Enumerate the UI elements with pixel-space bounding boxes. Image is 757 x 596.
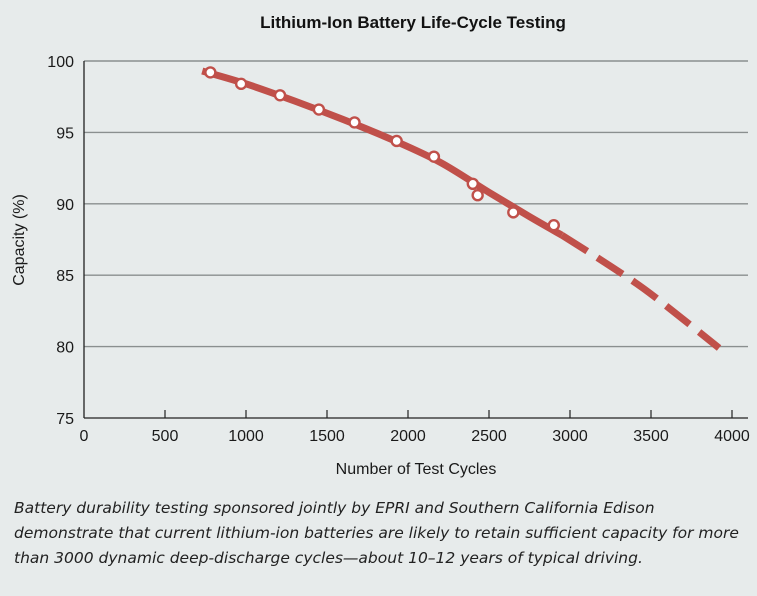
capacity-chart: Lithium-Ion Battery Life-Cycle Testing 7…	[11, 13, 750, 478]
x-tick-labels: 0 500 1000 1500 2000 2500 3000 3500 4000	[80, 428, 750, 445]
capacity-curves	[201, 67, 722, 351]
data-point	[547, 219, 560, 232]
data-point	[312, 103, 326, 116]
x-tick-label-0: 0	[80, 428, 89, 445]
x-tick-label-1000: 1000	[228, 428, 264, 445]
data-point	[234, 77, 248, 91]
y-tick-label-85: 85	[56, 268, 74, 285]
x-tick-label-4000: 4000	[714, 428, 750, 445]
y-tick-label-100: 100	[47, 54, 74, 71]
axes	[83, 61, 748, 419]
x-tick-label-3000: 3000	[552, 428, 588, 445]
data-point	[273, 89, 287, 102]
data-point	[471, 189, 484, 202]
y-tick-label-75: 75	[56, 411, 74, 428]
x-tick-label-2000: 2000	[390, 428, 426, 445]
projected-curve	[560, 232, 722, 351]
figure-caption: Battery durability testing sponsored joi…	[14, 499, 739, 567]
data-point	[390, 134, 403, 148]
y-tick-label-80: 80	[56, 340, 74, 357]
chart-title: Lithium-Ion Battery Life-Cycle Testing	[260, 13, 566, 32]
data-markers	[204, 66, 560, 232]
y-tick-labels: 75 80 85 90 95 100	[47, 54, 74, 428]
y-axis-label: Capacity (%)	[11, 194, 28, 286]
x-tick-label-2500: 2500	[471, 428, 507, 445]
data-point	[507, 206, 520, 219]
data-point	[204, 66, 217, 79]
y-tick-label-95: 95	[56, 125, 74, 142]
x-tick-label-3500: 3500	[633, 428, 669, 445]
x-axis-label: Number of Test Cycles	[336, 461, 497, 478]
grid-lines	[84, 60, 748, 348]
data-point	[348, 116, 361, 129]
data-point	[466, 177, 479, 191]
x-tick-label-1500: 1500	[309, 428, 345, 445]
data-point	[427, 150, 441, 163]
x-tick-label-500: 500	[152, 428, 179, 445]
y-tick-label-90: 90	[56, 197, 74, 214]
